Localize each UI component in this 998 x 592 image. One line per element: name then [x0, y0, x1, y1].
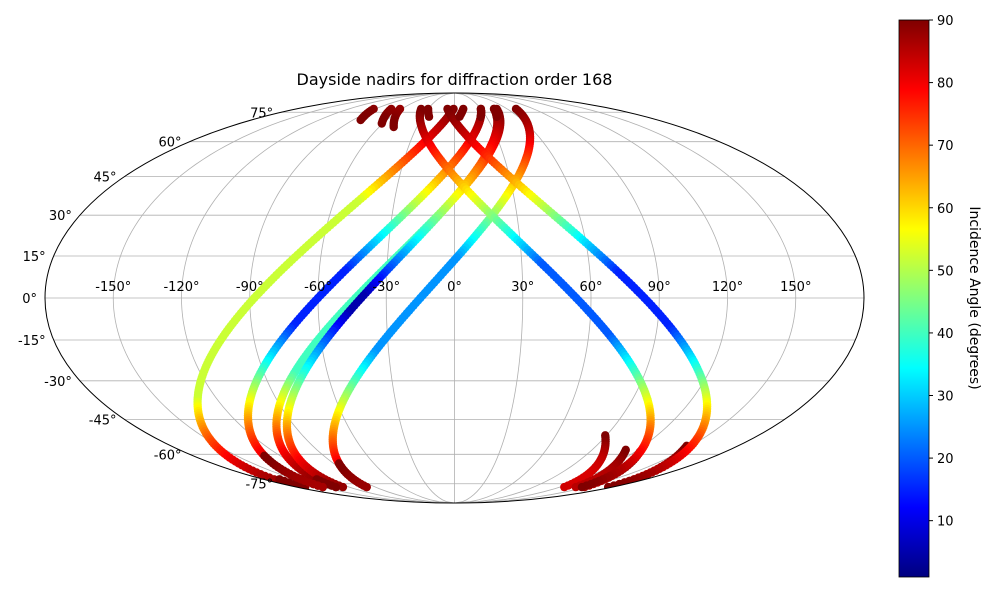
longitude-tick-labels: -150° -120° -90° -60° -30° 0° 30° 60° 90° 120° 150… — [95, 280, 811, 295]
lat-tick-label: -15° — [18, 334, 46, 349]
map-outline — [44, 92, 865, 504]
nadir-point — [362, 482, 371, 492]
lon-tick-label: 60° — [579, 280, 602, 295]
nadir-point — [492, 112, 501, 121]
map-plot-area: -150° -120° -90° -60° -30° 0° 30° 60° 90° 120° 150… — [18, 92, 865, 504]
track-15 — [260, 451, 327, 492]
lat-tick-label: 30° — [49, 209, 72, 224]
nadir-point — [338, 482, 348, 492]
track-16 — [334, 459, 371, 492]
lon-tick-label: -90° — [236, 280, 264, 295]
track-1 — [356, 104, 610, 492]
lat-tick-label: 45° — [93, 171, 116, 186]
nadir-point — [577, 482, 587, 492]
nadir-point — [455, 112, 464, 121]
lon-tick-label: -150° — [95, 280, 131, 295]
colorbar-tick-label: 50 — [937, 264, 954, 279]
colorbar-ticks: 10 20 30 40 50 60 70 80 90 — [929, 14, 954, 530]
lat-tick-label: -75° — [245, 478, 273, 493]
nadir-point — [318, 482, 327, 492]
lat-tick-label: 60° — [158, 136, 181, 151]
latitude-tick-labels: 75° 60° 45° 30° 15° 0° -15° -30° -45° -60° -75° — [18, 106, 273, 492]
track-6 — [243, 104, 486, 492]
lat-tick-label: 75° — [250, 106, 273, 121]
lon-tick-label: 0° — [447, 280, 462, 295]
track-5 — [193, 104, 458, 492]
lat-tick-label: 0° — [22, 292, 37, 307]
colorbar-tick-label: 80 — [937, 77, 954, 92]
nadir-point — [356, 115, 365, 125]
nadir-point — [424, 112, 434, 121]
colorbar-tick-label: 10 — [937, 515, 954, 530]
lon-tick-label: 150° — [780, 280, 811, 295]
lon-tick-label: 120° — [712, 280, 743, 295]
lat-tick-label: -45° — [89, 413, 117, 428]
nadir-tracks — [193, 104, 712, 492]
track-11 — [443, 104, 712, 492]
colorbar-tick-label: 90 — [937, 14, 954, 29]
lon-tick-label: 30° — [511, 280, 534, 295]
chart-title: Dayside nadirs for diffraction order 168 — [297, 70, 613, 89]
lat-tick-label: 15° — [23, 250, 46, 265]
colorbar-tick-label: 60 — [937, 202, 954, 217]
colorbar-tick-label: 70 — [937, 139, 954, 154]
nadir-point — [476, 112, 485, 121]
lon-tick-label: -120° — [163, 280, 199, 295]
lon-tick-label: -30° — [372, 280, 400, 295]
lon-tick-label: -60° — [304, 280, 332, 295]
lat-tick-label: -30° — [44, 375, 72, 390]
colorbar-tick-label: 40 — [937, 327, 954, 342]
nadir-point — [571, 482, 580, 492]
nadir-point — [377, 119, 386, 128]
lat-tick-label: -60° — [154, 448, 182, 463]
nadir-point — [560, 482, 569, 492]
track-10 — [415, 104, 655, 492]
nadir-point — [389, 122, 398, 132]
colorbar: 10 20 30 40 50 60 70 80 90 Incidence Angle (degr… — [898, 14, 982, 578]
colorbar-tick-label: 20 — [937, 452, 954, 467]
colorbar-label: Incidence Angle (degrees) — [966, 206, 982, 389]
colorbar-tick-label: 30 — [937, 390, 954, 405]
nadir-point — [331, 482, 341, 492]
colorbar-gradient — [898, 19, 930, 578]
lon-tick-label: 90° — [648, 280, 671, 295]
